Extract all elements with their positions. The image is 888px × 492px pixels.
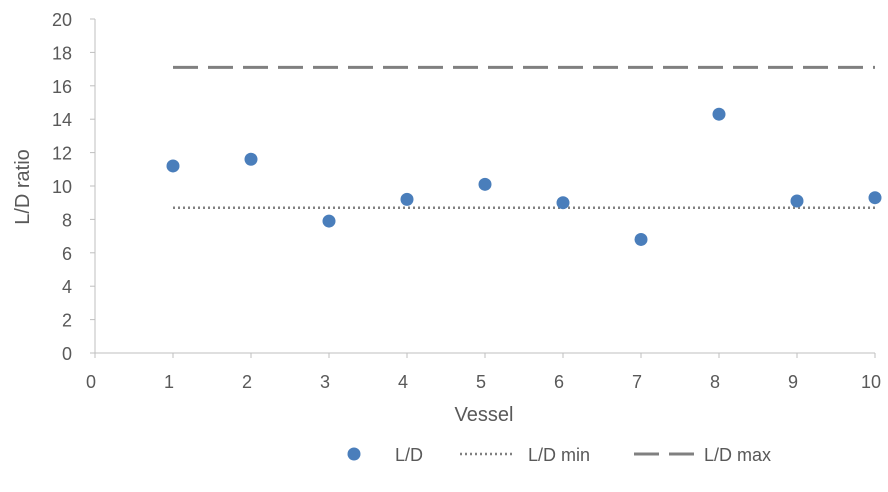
data-point [400, 192, 414, 206]
x-tick-label: 0 [86, 372, 96, 392]
data-point [478, 177, 492, 191]
legend-marker-ld [347, 447, 361, 461]
y-tick-label: 20 [52, 10, 72, 30]
y-tick-label: 14 [52, 110, 72, 130]
x-tick-label: 9 [788, 372, 798, 392]
data-point [244, 152, 258, 166]
y-tick-label: 16 [52, 77, 72, 97]
x-tick-label: 8 [710, 372, 720, 392]
legend-label: L/D [395, 445, 423, 465]
y-tick-label: 0 [62, 344, 72, 364]
y-tick-label: 12 [52, 144, 72, 164]
y-tick-label: 2 [62, 311, 72, 331]
data-point [322, 214, 336, 228]
y-tick-label: 6 [62, 244, 72, 264]
y-tick-label: 10 [52, 177, 72, 197]
y-axis-title: L/D ratio [12, 149, 34, 225]
x-axis-title: Vessel [455, 404, 514, 426]
data-point [634, 232, 648, 246]
legend-label: L/D max [704, 445, 771, 465]
x-tick-label: 10 [861, 372, 881, 392]
x-tick-label: 5 [476, 372, 486, 392]
x-tick-label: 4 [398, 372, 408, 392]
data-point [868, 191, 882, 205]
y-tick-label: 18 [52, 43, 72, 63]
x-tick-label: 6 [554, 372, 564, 392]
x-tick-label: 3 [320, 372, 330, 392]
data-points [166, 107, 882, 246]
data-point [556, 196, 570, 210]
reference-lines [173, 65, 875, 209]
legend: L/D L/D min L/D max [347, 445, 771, 465]
legend-label: L/D min [528, 445, 590, 465]
y-tick-label: 8 [62, 210, 72, 230]
data-point [166, 159, 180, 173]
x-tick-label: 2 [242, 372, 252, 392]
y-tick-label: 4 [62, 277, 72, 297]
data-point [712, 107, 726, 121]
data-point [790, 194, 804, 208]
x-tick-label: 1 [164, 372, 174, 392]
x-tick-label: 7 [632, 372, 642, 392]
